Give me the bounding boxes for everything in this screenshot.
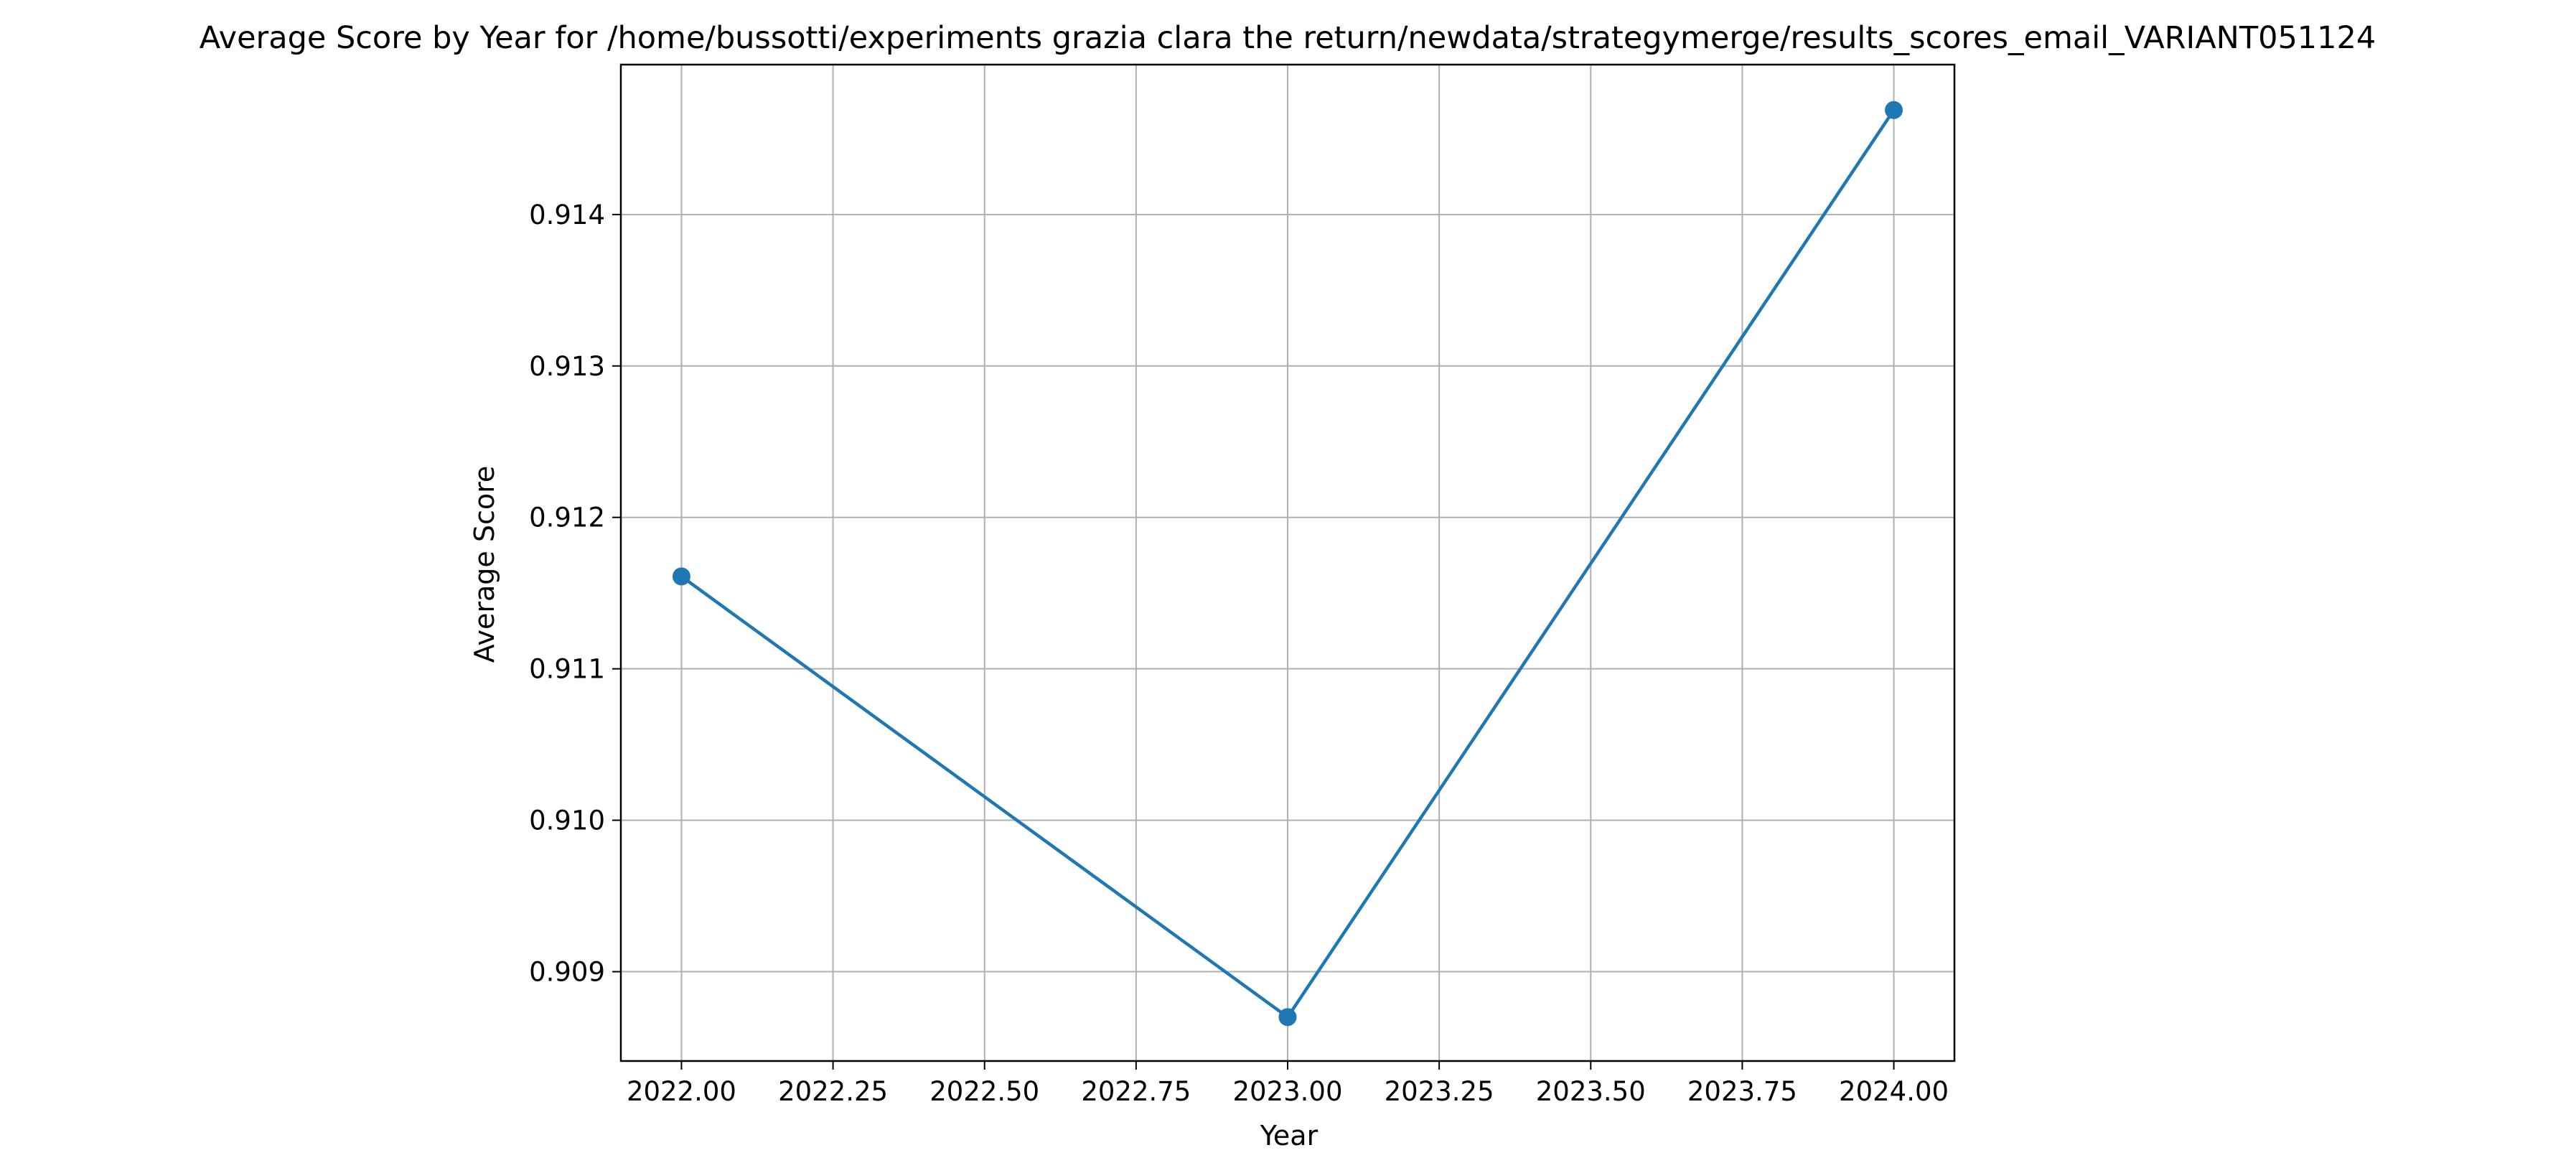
y-tick-label: 0.911 xyxy=(529,654,605,685)
y-tick-label: 0.912 xyxy=(529,503,605,533)
series-layer xyxy=(672,101,1903,1027)
x-tick-label: 2022.25 xyxy=(778,1076,888,1107)
y-axis-ticks: 0.909 0.910 0.911 0.912 0.913 0.914 xyxy=(529,200,621,988)
x-tick-label: 2023.50 xyxy=(1536,1076,1646,1107)
y-tick-label: 0.913 xyxy=(529,351,605,382)
data-point xyxy=(672,567,690,586)
y-axis-label: Average Score xyxy=(469,466,500,663)
x-tick-label: 2022.75 xyxy=(1081,1076,1191,1107)
y-tick-label: 0.910 xyxy=(529,805,605,836)
chart-title: Average Score by Year for /home/bussotti… xyxy=(200,20,2376,56)
x-axis-label: Year xyxy=(1260,1120,1319,1151)
y-tick-label: 0.914 xyxy=(529,200,605,230)
x-axis-ticks: 2022.00 2022.25 2022.50 2022.75 2023.00 2023.… xyxy=(627,1061,1949,1107)
x-tick-label: 2023.25 xyxy=(1385,1076,1494,1107)
x-tick-label: 2023.00 xyxy=(1232,1076,1342,1107)
y-tick-label: 0.909 xyxy=(529,957,605,988)
x-tick-label: 2024.00 xyxy=(1839,1076,1949,1107)
data-point xyxy=(1278,1008,1297,1027)
x-tick-label: 2023.75 xyxy=(1687,1076,1797,1107)
data-point xyxy=(1885,101,1903,119)
x-tick-label: 2022.00 xyxy=(627,1076,736,1107)
grid xyxy=(621,65,1954,1061)
x-tick-label: 2022.50 xyxy=(929,1076,1039,1107)
